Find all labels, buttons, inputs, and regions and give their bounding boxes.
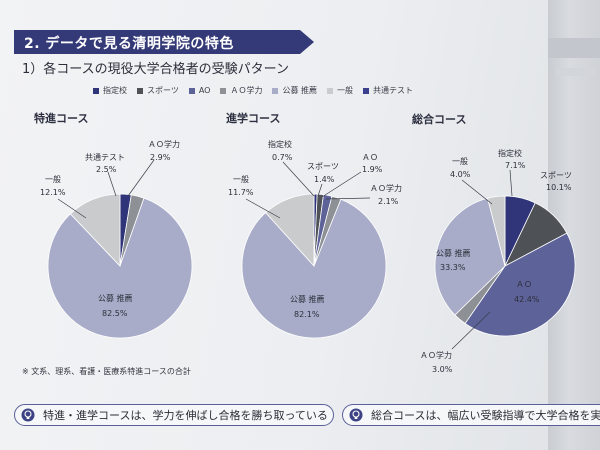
leader-shingaku-ao bbox=[321, 171, 362, 198]
legend-item: 公募 推薦 bbox=[272, 85, 317, 96]
legend-label: スポーツ bbox=[147, 86, 179, 95]
legend-item: 共通テスト bbox=[363, 85, 413, 96]
leader-shingaku-shiteiko bbox=[282, 161, 315, 197]
chart-title-tokushin: 特進コース bbox=[34, 112, 89, 125]
pie-slice bbox=[487, 195, 506, 267]
leader-tokushin-kyotsu bbox=[107, 171, 117, 197]
legend-swatch bbox=[93, 87, 99, 94]
legend-label: 一般 bbox=[337, 86, 354, 95]
pie-slice bbox=[464, 232, 576, 337]
pie-slice bbox=[265, 193, 315, 268]
leader-tokushin-ao-gakuryoku bbox=[127, 159, 155, 197]
label-sogo-shiteiko: 指定校 bbox=[498, 148, 522, 158]
value-tokushin-komo: 82.5% bbox=[102, 309, 128, 318]
value-sogo-ippan: 4.0% bbox=[450, 170, 471, 179]
callout-left-text: 特進・進学コースは、学力を伸ばし合格を勝ち取っている bbox=[43, 409, 328, 422]
legend-swatch bbox=[220, 87, 227, 94]
legend-label: 指定校 bbox=[103, 86, 127, 95]
pie-labels: ＡＯ学力 2.9% 共通テスト 2.5% 一般 12.1% 公募 推薦 82.5… bbox=[40, 139, 572, 374]
value-sogo-shiteiko: 7.1% bbox=[505, 161, 526, 170]
label-shingaku-ippan: 一般 bbox=[233, 174, 249, 184]
value-tokushin-kyotsu: 2.5% bbox=[96, 165, 117, 174]
label-sogo-sports: スポーツ bbox=[540, 171, 572, 180]
legend-swatch bbox=[188, 87, 195, 94]
leader-lines bbox=[57, 159, 513, 350]
pie-slice bbox=[241, 198, 387, 339]
leader-shingaku-ippan bbox=[245, 198, 281, 219]
value-sogo-ao-gakuryoku: 3.0% bbox=[432, 365, 453, 374]
value-sogo-ao: 42.4% bbox=[514, 295, 540, 304]
pie-slice bbox=[69, 193, 121, 268]
label-tokushin-ao-gakuryoku: ＡＯ学力 bbox=[148, 139, 180, 149]
label-sogo-komo: 公募 推薦 bbox=[436, 248, 471, 258]
pie-shingaku bbox=[241, 193, 387, 339]
label-shingaku-shiteiko: 指定校 bbox=[268, 139, 292, 149]
legend-label: ＡＯ学力 bbox=[230, 86, 263, 95]
pie-slice bbox=[434, 197, 506, 316]
label-shingaku-ao: ＡＯ bbox=[362, 153, 378, 162]
leader-sogo-shiteiko bbox=[509, 169, 513, 197]
value-shingaku-shiteiko: 0.7% bbox=[272, 153, 293, 162]
callout-right-text: 総合コースは、幅広い受験指導で大学合格を実現 bbox=[371, 409, 600, 422]
next-page-header-ghost bbox=[548, 38, 600, 58]
legend-label: AO bbox=[198, 86, 211, 95]
next-page-text-ghost bbox=[556, 68, 596, 76]
value-sogo-sports: 10.1% bbox=[546, 183, 572, 192]
pie-slice bbox=[47, 197, 193, 339]
value-shingaku-ao: 1.9% bbox=[362, 165, 383, 174]
label-sogo-ao-gakuryoku: ＡＯ学力 bbox=[420, 350, 452, 360]
legend-swatch bbox=[363, 87, 370, 94]
chart-legend: 指定校 スポーツ AO ＡＯ学力 公募 推薦 一般 共通テスト bbox=[93, 85, 423, 96]
leader-tokushin-ippan bbox=[57, 198, 87, 219]
footnote: ※ 文系、理系、看護・医療系特進コースの合計 bbox=[22, 367, 191, 376]
label-shingaku-komo: 公募 推薦 bbox=[290, 294, 325, 304]
legend-item: 指定校 bbox=[93, 85, 127, 96]
legend-label: 公募 推薦 bbox=[282, 86, 318, 95]
lightbulb-icon bbox=[21, 408, 35, 422]
leader-shingaku-sports bbox=[317, 183, 323, 197]
section-title: 2. データで見る清明学院の特色 bbox=[24, 36, 234, 52]
label-sogo-ippan: 一般 bbox=[452, 156, 468, 166]
value-shingaku-sports: 1.4% bbox=[314, 175, 335, 184]
label-tokushin-ippan: 一般 bbox=[45, 174, 61, 184]
label-tokushin-komo: 公募 推薦 bbox=[98, 293, 133, 303]
value-tokushin-ao-gakuryoku: 2.9% bbox=[150, 153, 171, 162]
label-shingaku-ao-gakuryoku: ＡＯ学力 bbox=[370, 183, 402, 193]
label-shingaku-sports: スポーツ bbox=[307, 162, 339, 171]
value-tokushin-ippan: 12.1% bbox=[40, 188, 66, 197]
section-header-band bbox=[14, 30, 314, 54]
legend-swatch bbox=[137, 87, 143, 94]
lightbulb-icon bbox=[349, 408, 363, 422]
value-shingaku-ippan: 11.7% bbox=[228, 188, 254, 197]
chart-subtitle: 1）各コースの現役大学合格者の受験パターン bbox=[22, 62, 289, 77]
legend-item: ＡＯ学力 bbox=[220, 85, 262, 96]
chart-title-shingaku: 進学コース bbox=[226, 112, 281, 125]
leader-sogo-ao-gakuryoku bbox=[451, 311, 491, 350]
value-shingaku-ao-gakuryoku: 2.1% bbox=[378, 197, 399, 206]
legend-item: 一般 bbox=[327, 85, 353, 96]
label-tokushin-kyotsu: 共通テスト bbox=[85, 152, 125, 162]
label-sogo-ao: ＡＯ bbox=[516, 280, 532, 289]
legend-swatch bbox=[272, 87, 279, 94]
leader-shingaku-ao-gakuryoku bbox=[325, 197, 371, 200]
pie-sogo bbox=[434, 195, 576, 337]
value-sogo-komo: 33.3% bbox=[440, 263, 466, 272]
callout-left: 特進・進学コースは、学力を伸ばし合格を勝ち取っている bbox=[14, 404, 334, 426]
leader-sogo-ippan bbox=[461, 179, 493, 205]
legend-item: スポーツ bbox=[137, 85, 179, 96]
legend-swatch bbox=[327, 87, 334, 94]
legend-label: 共通テスト bbox=[373, 86, 414, 95]
legend-item: AO bbox=[188, 86, 211, 95]
callout-right: 総合コースは、幅広い受験指導で大学合格を実現 bbox=[342, 404, 600, 426]
value-shingaku-komo: 82.1% bbox=[294, 310, 320, 319]
pie-tokushin bbox=[47, 193, 193, 339]
chart-title-sogo: 総合コース bbox=[412, 113, 467, 126]
